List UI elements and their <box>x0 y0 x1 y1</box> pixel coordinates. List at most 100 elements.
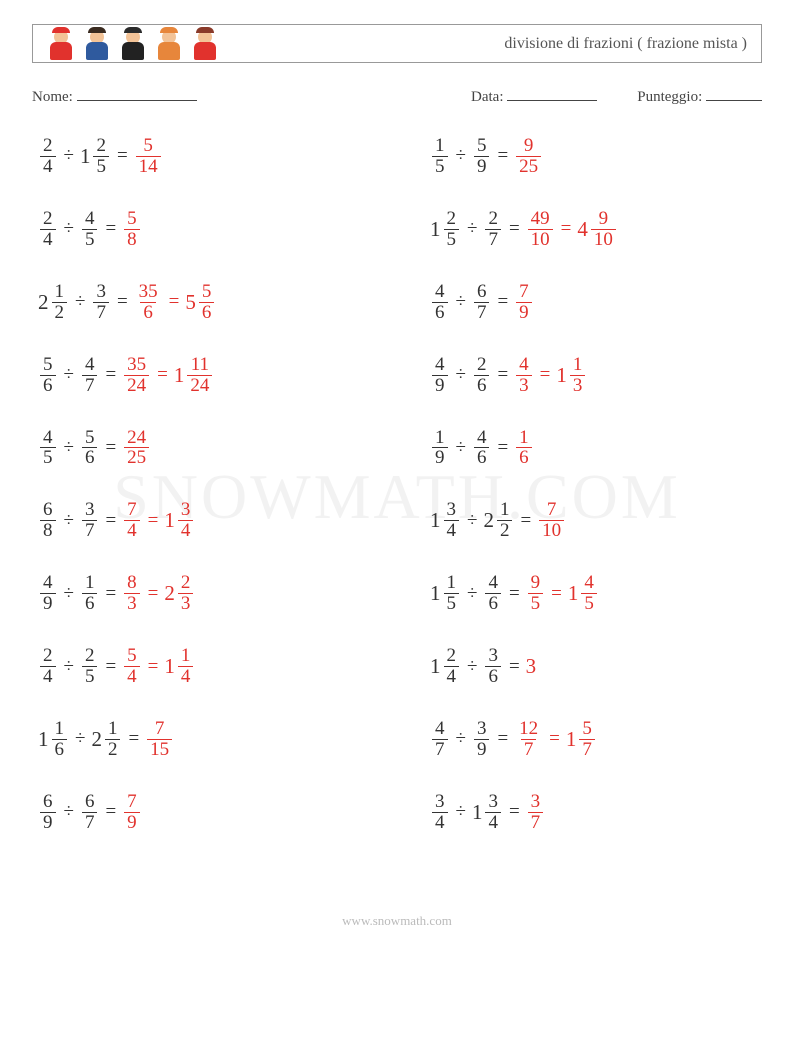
equals-op: = <box>551 583 562 605</box>
answer: 223 <box>164 573 195 614</box>
answer: 114 <box>164 646 195 687</box>
answer: 4910 <box>526 209 555 250</box>
equals-op: = <box>509 801 520 823</box>
answer: 127 <box>514 719 543 760</box>
divide-op: ÷ <box>64 218 74 240</box>
equals-op: = <box>561 218 572 240</box>
problem-15: 24÷25=54=114 <box>38 646 370 687</box>
answer: 83 <box>122 573 142 614</box>
equals-op: = <box>509 218 520 240</box>
header-bar: divisione di frazioni ( frazione mista ) <box>32 24 762 63</box>
equals-op: = <box>105 510 116 532</box>
answer: 157 <box>566 719 597 760</box>
answer: 95 <box>526 573 546 614</box>
divide-op: ÷ <box>456 437 466 459</box>
divide-op: ÷ <box>75 728 85 750</box>
problem-11: 68÷37=74=134 <box>38 500 370 541</box>
divide-op: ÷ <box>64 364 74 386</box>
answer: 74 <box>122 500 142 541</box>
answer: 514 <box>134 136 163 177</box>
answer: 2425 <box>122 428 151 469</box>
problem-3: 24÷45=58 <box>38 209 370 250</box>
score-label: Punteggio: <box>637 89 702 105</box>
divide-op: ÷ <box>467 583 477 605</box>
equals-op: = <box>105 656 116 678</box>
equals-op: = <box>540 364 551 386</box>
divide-op: ÷ <box>456 145 466 167</box>
equals-op: = <box>509 583 520 605</box>
avatar-5 <box>191 27 219 60</box>
answer: 715 <box>145 719 174 760</box>
answer: 113 <box>556 355 587 396</box>
divide-op: ÷ <box>456 364 466 386</box>
answer: 11124 <box>174 355 215 396</box>
equals-op: = <box>128 728 139 750</box>
divide-op: ÷ <box>456 291 466 313</box>
equals-op: = <box>520 510 531 532</box>
avatar-1 <box>47 27 75 60</box>
name-blank[interactable] <box>77 100 197 101</box>
equals-op: = <box>105 218 116 240</box>
problem-10: 19÷46=16 <box>430 428 762 469</box>
divide-op: ÷ <box>64 656 74 678</box>
answer: 43 <box>514 355 534 396</box>
equals-op: = <box>117 145 128 167</box>
answer: 4910 <box>577 209 618 250</box>
answer: 37 <box>526 792 546 833</box>
equals-op: = <box>497 728 508 750</box>
equals-op: = <box>497 437 508 459</box>
problems-grid: 24÷125=51415÷59=92524÷45=58125÷27=4910=4… <box>32 136 762 833</box>
problem-9: 45÷56=2425 <box>38 428 370 469</box>
equals-op: = <box>117 291 128 313</box>
equals-op: = <box>105 801 116 823</box>
date-label: Data: <box>471 89 503 105</box>
equals-op: = <box>148 583 159 605</box>
problem-1: 24÷125=514 <box>38 136 370 177</box>
answer: 54 <box>122 646 142 687</box>
equals-op: = <box>148 510 159 532</box>
problem-7: 56÷47=3524=11124 <box>38 355 370 396</box>
name-label: Nome: <box>32 89 73 105</box>
divide-op: ÷ <box>467 656 477 678</box>
divide-op: ÷ <box>64 437 74 459</box>
equals-op: = <box>157 364 168 386</box>
answer: 356 <box>134 282 163 323</box>
equals-op: = <box>105 583 116 605</box>
avatar-row <box>47 27 219 60</box>
divide-op: ÷ <box>64 510 74 532</box>
answer: 134 <box>164 500 195 541</box>
equals-op: = <box>497 145 508 167</box>
date-blank[interactable] <box>507 100 597 101</box>
equals-op: = <box>509 656 520 678</box>
answer: 925 <box>514 136 543 177</box>
equals-op: = <box>169 291 180 313</box>
equals-op: = <box>105 364 116 386</box>
answer: 79 <box>122 792 142 833</box>
divide-op: ÷ <box>456 728 466 750</box>
avatar-3 <box>119 27 147 60</box>
answer: 58 <box>122 209 142 250</box>
problem-8: 49÷26=43=113 <box>430 355 762 396</box>
score-blank[interactable] <box>706 100 762 101</box>
problem-4: 125÷27=4910=4910 <box>430 209 762 250</box>
equals-op: = <box>549 728 560 750</box>
problem-14: 115÷46=95=145 <box>430 573 762 614</box>
divide-op: ÷ <box>467 218 477 240</box>
answer: 16 <box>514 428 534 469</box>
divide-op: ÷ <box>64 145 74 167</box>
answer: 145 <box>568 573 599 614</box>
problem-17: 116÷212=715 <box>38 719 370 760</box>
problem-2: 15÷59=925 <box>430 136 762 177</box>
worksheet-title: divisione di frazioni ( frazione mista ) <box>504 35 747 53</box>
meta-row: Nome: Data: Punteggio: <box>32 89 762 106</box>
problem-6: 46÷67=79 <box>430 282 762 323</box>
equals-op: = <box>105 437 116 459</box>
answer: 3524 <box>122 355 151 396</box>
problem-13: 49÷16=83=223 <box>38 573 370 614</box>
equals-op: = <box>497 291 508 313</box>
footer-url: www.snowmath.com <box>32 913 762 929</box>
problem-12: 134÷212=710 <box>430 500 762 541</box>
divide-op: ÷ <box>467 510 477 532</box>
divide-op: ÷ <box>75 291 85 313</box>
problem-5: 212÷37=356=556 <box>38 282 370 323</box>
